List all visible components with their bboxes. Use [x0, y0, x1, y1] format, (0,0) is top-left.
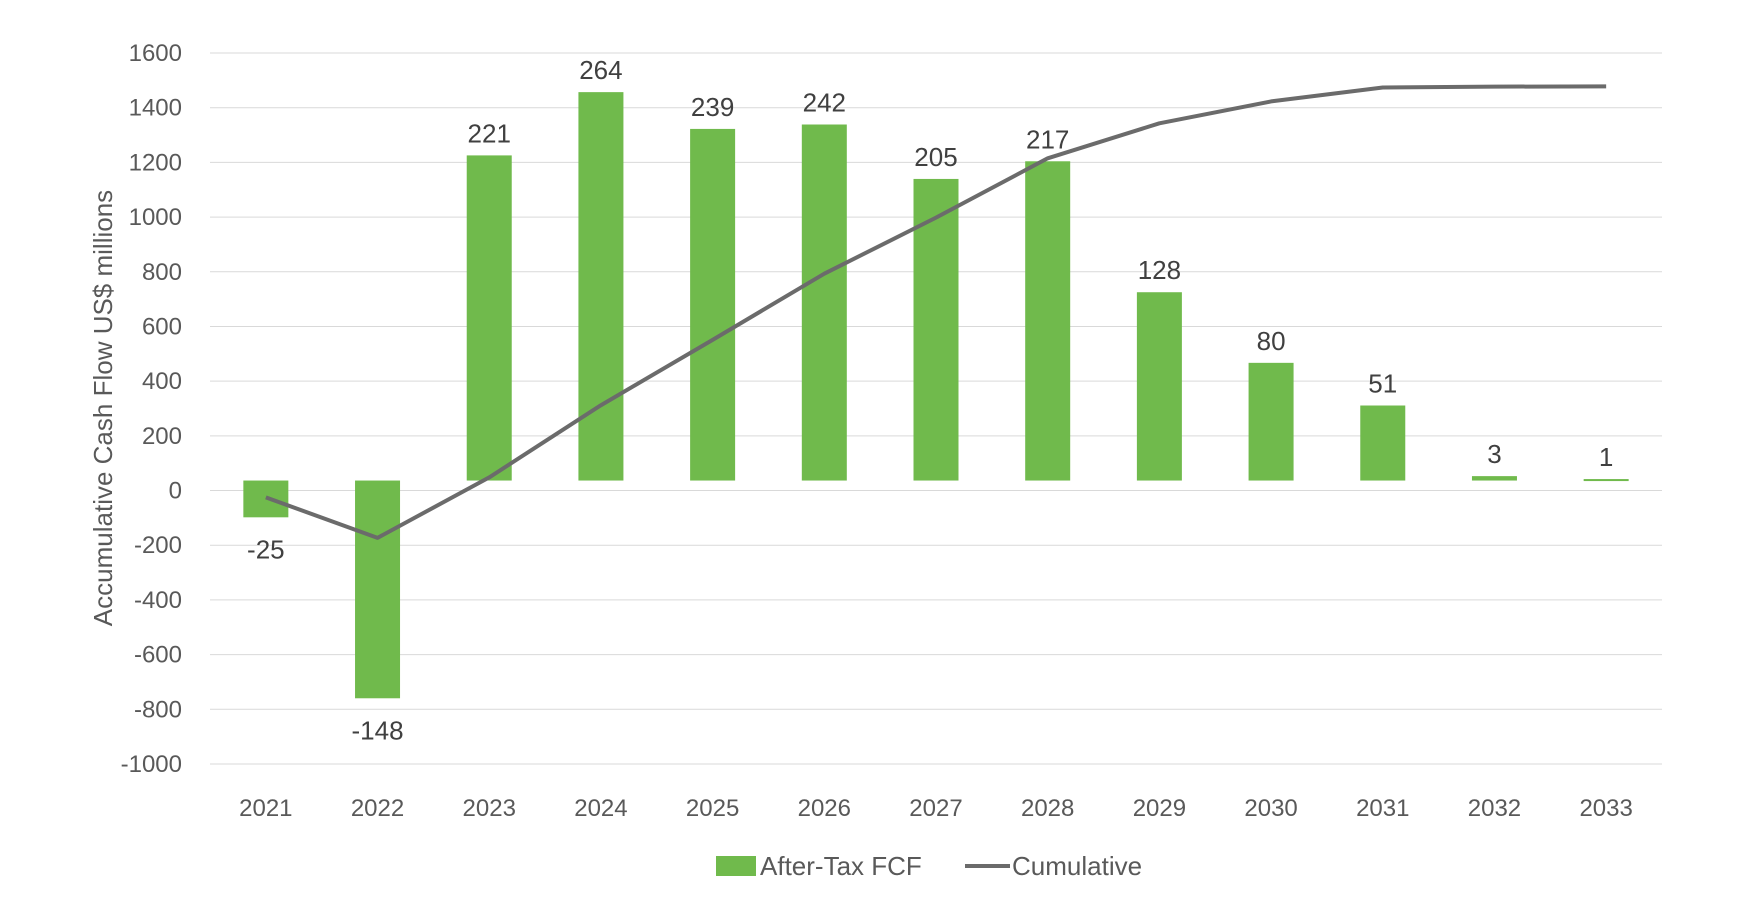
y-axis-ticks: -1000 -800 -600 -400 -200 0 200 400 600 800 1000 12… [121, 40, 182, 778]
x-tick-label: 2024 [574, 795, 627, 822]
legend: After-Tax FCF Cumulative [716, 851, 1142, 881]
y-tick-label: 600 [142, 313, 182, 340]
bar-after-tax-fcf [1136, 292, 1182, 481]
bar-data-label: -148 [352, 715, 404, 745]
y-tick-label: 0 [169, 478, 182, 505]
x-tick-label: 2029 [1133, 795, 1186, 822]
data-labels: -25 -148 221 264 239 242 205 217 128 80 51 3 1 [247, 55, 1613, 745]
y-tick-label: -600 [134, 642, 182, 669]
x-tick-label: 2021 [239, 795, 292, 822]
x-tick-label: 2028 [1021, 795, 1074, 822]
y-tick-label: -1000 [121, 751, 182, 778]
x-axis-ticks: 2021 2022 2023 2024 2025 2026 2027 2028 2029 2030… [239, 795, 1633, 822]
bar-after-tax-fcf [913, 178, 959, 481]
y-tick-label: -400 [134, 587, 182, 614]
bar-data-label: 264 [579, 55, 622, 85]
y-tick-label: -200 [134, 532, 182, 559]
x-tick-label: 2026 [798, 795, 851, 822]
bar-after-tax-fcf [466, 155, 512, 481]
x-tick-label: 2025 [686, 795, 739, 822]
x-tick-label: 2033 [1579, 795, 1632, 822]
line-cumulative [265, 84, 1607, 540]
y-tick-label: 1400 [129, 95, 182, 122]
legend-label-cumulative: Cumulative [1012, 851, 1142, 881]
bar-data-label: 221 [468, 118, 511, 148]
bar-after-tax-fcf [355, 480, 401, 699]
bar-after-tax-fcf [801, 124, 847, 481]
y-tick-label: 1200 [129, 149, 182, 176]
gridlines [210, 52, 1662, 765]
bar-data-label: 3 [1487, 439, 1501, 469]
bar-after-tax-fcf [1248, 362, 1294, 481]
y-axis-title: Accumulative Cash Flow US$ millions [88, 190, 118, 626]
x-tick-label: 2022 [351, 795, 404, 822]
bar-data-label: 128 [1138, 255, 1181, 285]
bar-data-label: -25 [247, 534, 285, 564]
bar-after-tax-fcf [1360, 405, 1406, 481]
line-series [265, 84, 1607, 540]
bar-after-tax-fcf [578, 92, 624, 481]
y-tick-label: 1000 [129, 204, 182, 231]
y-tick-label: 1600 [129, 40, 182, 67]
bar-data-label: 1 [1599, 442, 1613, 472]
bar-data-label: 51 [1368, 369, 1397, 399]
bar-data-label: 242 [803, 88, 846, 118]
bar-data-label: 80 [1257, 326, 1286, 356]
y-tick-label: 800 [142, 259, 182, 286]
bar-after-tax-fcf [1583, 479, 1629, 482]
bar-data-label: 205 [914, 142, 957, 172]
bar-after-tax-fcf [690, 128, 736, 481]
y-tick-label: -800 [134, 696, 182, 723]
x-tick-label: 2032 [1468, 795, 1521, 822]
x-tick-label: 2023 [463, 795, 516, 822]
y-tick-label: 200 [142, 423, 182, 450]
x-tick-label: 2030 [1244, 795, 1297, 822]
legend-swatch-after-tax-fcf [716, 856, 756, 876]
bar-data-label: 217 [1026, 124, 1069, 154]
y-tick-label: 400 [142, 368, 182, 395]
bar-data-label: 239 [691, 92, 734, 122]
x-tick-label: 2031 [1356, 795, 1409, 822]
bar-after-tax-fcf [1025, 161, 1071, 481]
bar-series [243, 92, 1629, 699]
x-tick-label: 2027 [909, 795, 962, 822]
legend-label-after-tax-fcf: After-Tax FCF [760, 851, 922, 881]
bar-after-tax-fcf [1471, 476, 1517, 481]
